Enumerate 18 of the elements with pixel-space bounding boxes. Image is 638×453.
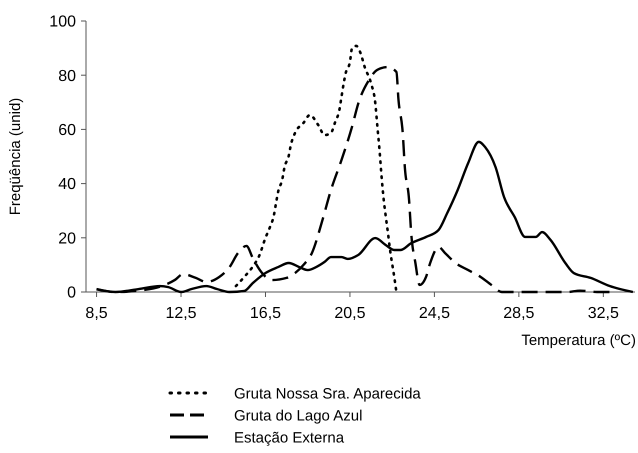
x-tick-label: 16,5	[250, 305, 282, 322]
x-tick-label: 28,5	[503, 305, 535, 322]
x-tick-label: 12,5	[165, 305, 197, 322]
legend-label: Estação Externa	[234, 429, 345, 446]
legend-label: Gruta Nossa Sra. Aparecida	[234, 385, 422, 402]
legend-label: Gruta do Lago Azul	[234, 407, 362, 424]
y-tick-label: 40	[58, 176, 76, 194]
y-tick-label: 0	[67, 284, 76, 302]
y-tick-label: 60	[58, 122, 76, 139]
y-tick-label: 20	[58, 230, 76, 248]
y-axis-title: Freqüência (unid)	[7, 98, 24, 216]
x-tick-label: 8,5	[85, 305, 108, 322]
x-tick-label: 20,5	[334, 305, 366, 322]
x-tick-label: 32,5	[588, 305, 619, 322]
y-tick-label: 100	[49, 14, 76, 31]
y-tick-label: 80	[58, 68, 76, 85]
x-axis-title: Temperatura (ºC)	[521, 332, 636, 349]
x-tick-label: 24,5	[418, 305, 450, 322]
